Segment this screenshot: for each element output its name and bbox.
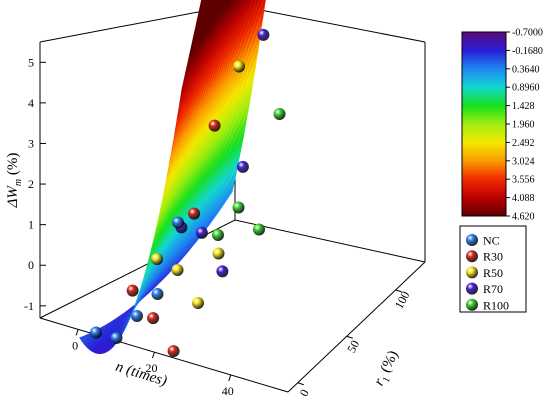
data-point-r70 [195,226,208,239]
legend-label: NC [483,234,500,248]
z-tick-label: 3 [28,136,34,150]
z-tick-label: 2 [28,177,34,191]
y-axis: 0 50 100 [297,289,413,399]
box-floor [39,219,426,393]
surface-cell [255,0,259,9]
data-point-r50 [151,253,163,265]
surface-cell [218,0,221,7]
data-point-r50 [192,297,204,309]
data-point-r30 [188,207,201,220]
legend-label: R50 [483,266,503,280]
x-tick-mark [75,329,79,336]
legend-swatch [466,250,478,263]
data-point-nc [110,332,123,344]
colorbar-tick-label: 1.960 [512,120,535,131]
y-axis-title: r1 (%) [371,348,404,390]
data-point-r70 [257,28,270,41]
data-point-nc [151,288,164,300]
data-point-nc [90,326,102,339]
legend-swatch [466,298,478,311]
legend-swatch [466,282,478,295]
data-point-r50 [171,264,184,276]
x-tick-mark [228,374,232,382]
legend-swatch [466,266,478,279]
fitted-surface [79,0,266,355]
colorbar-tick-label: 3.556 [512,175,535,186]
surface-cell [219,0,223,10]
z-tick-label: 0 [28,258,34,272]
x-axis: 0 20 40 [72,329,234,398]
data-point-r100 [232,201,245,214]
surface-cell [208,0,212,11]
surface-cell [242,0,246,9]
data-point-r70 [236,160,249,173]
z-axis-title: ΔWm (%) [5,153,24,209]
z-tick-label: 4 [28,96,34,110]
x-tick-label: 40 [222,384,234,398]
colorbar-tick-label: 3.024 [512,156,535,167]
x-tick-mark [151,351,155,359]
legend-swatch [466,234,478,246]
colorbar-tick-label: 2.492 [512,138,535,149]
z-tick-label: 5 [28,55,34,69]
z-tick-label: -1 [24,299,34,313]
colorbar-tick-label: 4.088 [512,193,535,204]
surface-cell [179,70,187,104]
data-point-r50 [212,247,225,260]
legend-label: R100 [483,298,509,312]
legend-label: R30 [483,250,503,264]
colorbar: -0.7000 -0.1680 0.3640 0.8960 1.428 1.960 2.49… [461,28,543,223]
y-tick-label: 50 [344,338,362,355]
colorbar-tick-label: -0.1680 [512,46,543,57]
legend-label: R70 [483,282,503,296]
data-point-r100 [253,223,265,236]
y-tick-mark [395,289,402,293]
x-tick-label: 20 [145,361,157,375]
y-tick-mark [297,382,304,386]
data-point-r30 [208,119,221,132]
colorbar-tick-label: 0.8960 [512,83,540,94]
colorbar-tick-label: 0.3640 [512,64,540,75]
data-point-r50 [233,60,245,73]
y-tick-label: 0 [297,387,312,399]
data-point-r70 [216,265,229,278]
y-tick-label: 100 [392,289,413,311]
data-point-nc [131,310,143,322]
surface-cell [248,0,252,8]
colorbar-tick-label: 4.620 [512,212,535,223]
z-axis: -1 0 1 2 3 4 5 [24,55,46,313]
colorbar-tick-label: 1.428 [512,101,535,112]
z-tick-label: 1 [28,218,34,232]
data-point-r100 [273,108,286,120]
data-point-r30 [126,284,139,297]
legend: NC R30 R50 R70 R100 [459,225,527,313]
data-point-r30 [167,345,180,358]
x-tick-label: 0 [72,338,78,352]
data-point-r30 [147,312,160,325]
x-axis-title: n (times) [114,359,169,390]
surface-cell [207,0,210,9]
data-point-r100 [212,229,224,241]
scatter-points [90,28,286,358]
colorbar-tick-label: -0.7000 [512,28,543,39]
data-point-nc [172,216,184,229]
y-tick-mark [346,335,353,339]
surface-cell [236,0,240,11]
colorbar-gradient [461,31,507,217]
